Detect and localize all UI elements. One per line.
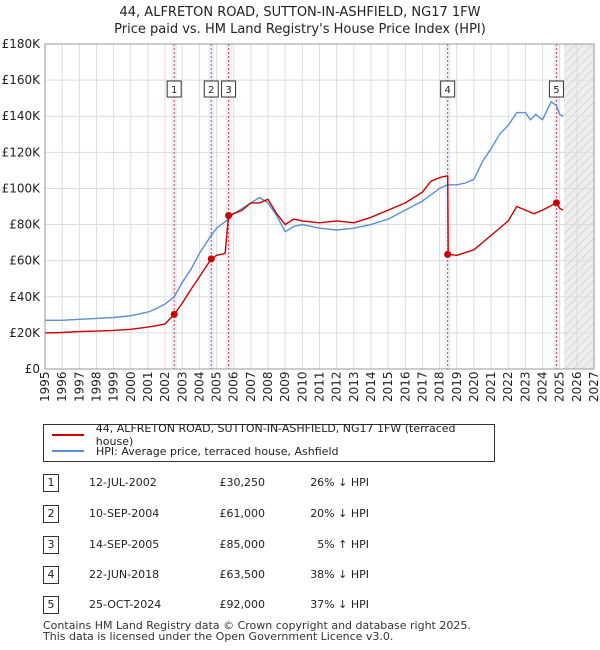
x-tick-label: 2003 bbox=[175, 371, 189, 402]
x-tick-label: 2017 bbox=[415, 371, 429, 402]
x-tick-label: 2027 bbox=[587, 371, 600, 402]
chart-legend: 44, ALFRETON ROAD, SUTTON-IN-ASHFIELD, N… bbox=[43, 422, 495, 462]
x-tick-label: 2002 bbox=[158, 371, 172, 402]
x-tick-label: 1999 bbox=[107, 371, 121, 402]
x-tick-label: 2021 bbox=[484, 371, 498, 402]
x-tick-label: 1995 bbox=[38, 371, 52, 402]
transaction-date: 12-JUL-2002 bbox=[89, 476, 157, 489]
sale-label-box bbox=[166, 80, 182, 98]
x-tick-label: 2016 bbox=[398, 371, 412, 402]
footer-licence: This data is licensed under the Open Gov… bbox=[43, 630, 394, 643]
x-tick-label: 2005 bbox=[210, 371, 224, 402]
footer: Contains HM Land Registry data © Crown c… bbox=[43, 620, 471, 642]
x-tick-label: 2025 bbox=[553, 371, 567, 402]
chart-title: 44, ALFRETON ROAD, SUTTON-IN-ASHFIELD, N… bbox=[119, 5, 481, 20]
x-tick-label: 2006 bbox=[227, 371, 241, 402]
y-tick-label: £100K bbox=[2, 181, 42, 195]
sale-point bbox=[207, 255, 215, 263]
x-tick-label: 2010 bbox=[295, 371, 309, 402]
x-tick-label: 2022 bbox=[501, 371, 515, 402]
x-tick-label: 2014 bbox=[364, 371, 378, 402]
sale-label-box bbox=[203, 80, 219, 98]
transaction-price: £92,000 bbox=[219, 598, 266, 611]
sale-band bbox=[208, 44, 215, 369]
x-tick-label: 2011 bbox=[313, 371, 327, 402]
sale-label-box bbox=[221, 80, 237, 98]
legend-label-hpi: HPI: Average price, terraced house, Ashf… bbox=[96, 444, 339, 458]
sale-band bbox=[553, 44, 560, 369]
sale-label: 2 bbox=[208, 85, 214, 96]
x-tick-label: 2020 bbox=[467, 371, 481, 402]
sale-band bbox=[171, 44, 178, 369]
y-tick-label: £0 bbox=[25, 362, 40, 376]
transaction-date: 10-SEP-2004 bbox=[89, 507, 160, 520]
x-tick-label: 2015 bbox=[381, 371, 395, 402]
x-tick-label: 2012 bbox=[330, 371, 344, 402]
price-chart: 1 2 3 4 5£0£20K£40K£60K£80K£100K£120K£140K£1… bbox=[2, 37, 600, 402]
forecast-hatch bbox=[563, 44, 594, 369]
sale-band bbox=[225, 44, 232, 369]
transaction-number: 5 bbox=[43, 596, 59, 614]
y-tick-label: £160K bbox=[2, 73, 42, 87]
x-tick-label: 2023 bbox=[518, 371, 532, 402]
x-tick-label: 2008 bbox=[261, 371, 275, 402]
sale-label: 5 bbox=[553, 85, 559, 96]
transaction-date: 25-OCT-2024 bbox=[89, 598, 162, 611]
x-tick-label: 1998 bbox=[89, 371, 103, 402]
plot-border bbox=[44, 43, 595, 370]
transaction-hpi-diff: 37% ↓ HPI bbox=[310, 598, 369, 611]
transaction-hpi-diff: 5% ↑ HPI bbox=[317, 538, 369, 551]
x-tick-label: 2007 bbox=[244, 371, 258, 402]
transaction-hpi-diff: 26% ↓ HPI bbox=[310, 476, 369, 489]
sale-label: 1 bbox=[171, 85, 177, 96]
legend-item-property: 44, ALFRETON ROAD, SUTTON-IN-ASHFIELD, N… bbox=[52, 422, 494, 448]
transaction-price: £30,250 bbox=[219, 476, 266, 489]
y-tick-label: £40K bbox=[9, 290, 41, 304]
transaction-date: 22-JUN-2018 bbox=[89, 568, 160, 581]
x-tick-label: 2004 bbox=[192, 371, 206, 402]
sale-point bbox=[170, 310, 178, 318]
x-tick-label: 1996 bbox=[55, 371, 69, 402]
sale-point bbox=[225, 212, 233, 220]
sale-label: 4 bbox=[444, 85, 450, 96]
x-tick-label: 1997 bbox=[72, 371, 86, 402]
sale-label: 3 bbox=[225, 85, 231, 96]
price-paid-line bbox=[44, 175, 564, 334]
legend-label-property: 44, ALFRETON ROAD, SUTTON-IN-ASHFIELD, N… bbox=[95, 422, 456, 448]
transaction-price: £63,500 bbox=[219, 568, 266, 581]
x-tick-label: 2026 bbox=[570, 371, 584, 402]
y-tick-label: £180K bbox=[2, 37, 42, 51]
chart-subtitle: Price paid vs. HM Land Registry's House … bbox=[114, 22, 486, 37]
transaction-price: £85,000 bbox=[219, 538, 266, 551]
y-tick-label: £20K bbox=[9, 326, 41, 340]
legend-swatch-property bbox=[52, 434, 84, 436]
transaction-number: 3 bbox=[43, 536, 59, 554]
x-tick-label: 2013 bbox=[347, 371, 361, 402]
transaction-date: 14-SEP-2005 bbox=[89, 538, 160, 551]
y-tick-label: £140K bbox=[2, 109, 42, 123]
y-tick-label: £120K bbox=[2, 145, 42, 159]
sale-point bbox=[552, 199, 560, 207]
transaction-number: 4 bbox=[43, 566, 59, 584]
x-tick-label: 2018 bbox=[433, 371, 447, 402]
sale-label-box bbox=[548, 80, 564, 98]
y-tick-label: £80K bbox=[9, 218, 41, 232]
legend-item-hpi: HPI: Average price, terraced house, Ashf… bbox=[52, 443, 338, 459]
sale-label-box bbox=[440, 80, 456, 98]
y-tick-label: £60K bbox=[9, 254, 41, 268]
hpi-line bbox=[45, 101, 564, 321]
transaction-hpi-diff: 20% ↓ HPI bbox=[310, 507, 369, 520]
transaction-number: 2 bbox=[43, 505, 59, 523]
x-tick-label: 2000 bbox=[124, 371, 138, 402]
legend-swatch-hpi bbox=[52, 450, 84, 452]
transaction-price: £61,000 bbox=[219, 507, 266, 520]
x-tick-label: 2001 bbox=[141, 371, 155, 402]
x-tick-label: 2009 bbox=[278, 371, 292, 402]
x-tick-label: 2024 bbox=[536, 371, 550, 402]
x-tick-label: 2019 bbox=[450, 371, 464, 402]
transaction-hpi-diff: 38% ↓ HPI bbox=[310, 568, 369, 581]
sale-point bbox=[444, 250, 452, 258]
footer-copyright: Contains HM Land Registry data © Crown c… bbox=[43, 619, 471, 632]
transaction-number: 1 bbox=[43, 474, 59, 492]
